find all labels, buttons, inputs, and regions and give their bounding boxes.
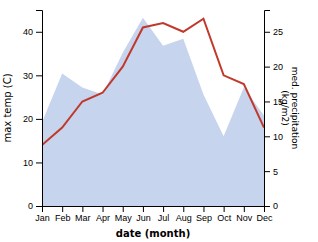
tick-label: Aug xyxy=(176,213,192,223)
tick-label: Jan xyxy=(35,213,50,223)
tick: Dec xyxy=(256,206,273,223)
tick: 10 xyxy=(23,158,42,168)
tick: 40 xyxy=(23,27,42,37)
tick: May xyxy=(115,206,133,223)
tick-mark xyxy=(36,32,42,33)
tick-label: 5 xyxy=(273,167,278,177)
tick-mark xyxy=(143,206,144,212)
tick-label: Nov xyxy=(236,213,253,223)
tick-label: 40 xyxy=(23,27,33,37)
tick: Sep xyxy=(196,206,212,223)
tick: 10 xyxy=(264,132,283,142)
tick-mark xyxy=(183,206,184,212)
x-axis-title: date (month) xyxy=(116,228,190,239)
tick-mark xyxy=(123,206,124,212)
tick-label: 25 xyxy=(273,27,283,37)
tick-mark xyxy=(62,206,63,212)
tick-mark xyxy=(82,206,83,212)
tick: 5 xyxy=(264,167,278,177)
tick-mark xyxy=(264,136,270,137)
tick: Jan xyxy=(35,206,50,223)
tick: Jul xyxy=(158,206,170,223)
y-axis: 0 10 20 30 40 xyxy=(23,11,43,212)
tick-mark xyxy=(264,32,270,33)
tick: 0 xyxy=(264,201,278,211)
tick-label: 0 xyxy=(28,201,33,211)
tick-label: 0 xyxy=(273,201,278,211)
tick: Jun xyxy=(136,206,151,223)
tick-mark xyxy=(163,206,164,212)
tick: 30 xyxy=(23,71,42,81)
x-axis: Jan Feb Mar Apr MayJun Jul Aug Sep Oct NovDec xyxy=(35,206,273,223)
tick-mark xyxy=(36,206,42,207)
tick-label: Jun xyxy=(136,213,151,223)
temp-line xyxy=(42,19,264,145)
tick-label: 20 xyxy=(273,62,283,72)
tick-label: Jul xyxy=(158,213,170,223)
y2-axis-title-line: (kg/m2) xyxy=(280,90,290,125)
tick-mark xyxy=(264,67,270,68)
tick-mark xyxy=(36,162,42,163)
tick-label: Feb xyxy=(55,213,71,223)
tick-mark xyxy=(264,101,270,102)
tick: Feb xyxy=(55,206,71,223)
tick-mark xyxy=(264,171,270,172)
y2-axis-title-line: med. precipitation xyxy=(290,67,300,149)
tick-label: 20 xyxy=(23,114,33,124)
plot: JanFebMarAprMayJunJulAugSepOctNovDec0102… xyxy=(23,11,283,224)
tick-label: Dec xyxy=(256,213,273,223)
tick-mark xyxy=(36,75,42,76)
tick: Mar xyxy=(75,206,91,223)
tick: Apr xyxy=(96,206,110,223)
tick-label: 10 xyxy=(23,158,33,168)
tick-label: 10 xyxy=(273,132,283,142)
y-axis-title: max temp (C) xyxy=(2,73,13,142)
chart: JanFebMarAprMayJunJulAugSepOctNovDec0102… xyxy=(0,0,318,242)
tick: 0 xyxy=(28,201,42,211)
tick-label: Mar xyxy=(75,213,91,223)
tick: 25 xyxy=(264,27,283,37)
tick-label: Sep xyxy=(196,213,212,223)
tick-mark xyxy=(103,206,104,212)
axis-line xyxy=(43,207,265,213)
y2-axis-title: med. precipitation(kg/m2) xyxy=(280,67,300,149)
tick: 20 xyxy=(23,114,42,124)
tick: Oct xyxy=(217,206,232,223)
tick-label: Apr xyxy=(96,213,110,223)
tick: 20 xyxy=(264,62,283,72)
axis-line xyxy=(265,11,271,207)
tick-label: May xyxy=(115,213,133,223)
tick-mark xyxy=(224,206,225,212)
marks xyxy=(42,18,264,206)
axis-line xyxy=(36,11,43,207)
tick-label: Oct xyxy=(217,213,232,223)
tick-mark xyxy=(264,206,270,207)
tick-label: 30 xyxy=(23,71,33,81)
tick-mark xyxy=(244,206,245,212)
precip-area xyxy=(42,18,264,206)
tick: Nov xyxy=(236,206,253,223)
tick: Aug xyxy=(176,206,192,223)
tick-mark xyxy=(36,119,42,120)
tick-mark xyxy=(203,206,204,212)
